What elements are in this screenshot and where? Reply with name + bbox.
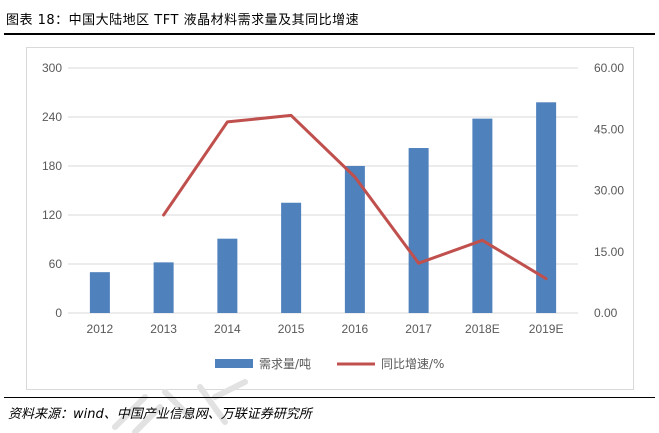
y-right-tick-label: 0.00 <box>594 306 618 320</box>
x-tick-label: 2017 <box>405 322 432 336</box>
bar <box>472 118 493 313</box>
y-right-tick-label: 60.00 <box>594 61 624 75</box>
combo-chart: 0 60 120 180 240 300 0.00 15.00 30.00 45.00 60.00 2… <box>42 61 624 371</box>
y-left-tick-label: 60 <box>49 257 63 271</box>
bar <box>408 148 429 313</box>
title-rule <box>4 33 655 35</box>
legend-bar-label: 需求量/吨 <box>259 357 311 371</box>
watermark-logo <box>112 379 248 433</box>
bar <box>281 202 302 313</box>
legend-line-label: 同比增速/% <box>381 357 444 371</box>
bar <box>217 238 238 313</box>
y-left-tick-label: 240 <box>42 110 62 124</box>
y-left-tick-label: 300 <box>42 61 62 75</box>
y-left-tick-label: 120 <box>42 208 62 222</box>
x-tick-label: 2014 <box>214 322 241 336</box>
x-tick-label: 2013 <box>150 322 177 336</box>
x-tick-label: 2018E <box>465 322 500 336</box>
bar <box>344 166 365 313</box>
x-tick-label: 2012 <box>87 322 114 336</box>
x-tick-label: 2016 <box>342 322 369 336</box>
bar <box>153 262 174 313</box>
y-left-tick-label: 180 <box>42 159 62 173</box>
y-left-tick-label: 0 <box>55 306 62 320</box>
source-note: 资料来源：wind、中国产业信息网、万联证券研究所 <box>8 407 312 422</box>
chart-frame: 0 60 120 180 240 300 0.00 15.00 30.00 45.00 60.00 2… <box>26 47 634 390</box>
growth-rate-line <box>162 113 548 281</box>
bar <box>89 272 110 313</box>
x-tick-label: 2019E <box>529 322 564 336</box>
y-right-tick-label: 45.00 <box>594 122 624 136</box>
x-tick-label: 2015 <box>278 322 305 336</box>
y-right-tick-label: 15.00 <box>594 245 624 259</box>
y-right-tick-label: 30.00 <box>594 184 624 198</box>
legend-bar-swatch <box>215 359 253 368</box>
source-rule <box>4 397 655 398</box>
bar <box>536 102 557 313</box>
figure-title: 图表 18：中国大陆地区 TFT 液晶材料需求量及其同比增速 <box>6 13 360 28</box>
